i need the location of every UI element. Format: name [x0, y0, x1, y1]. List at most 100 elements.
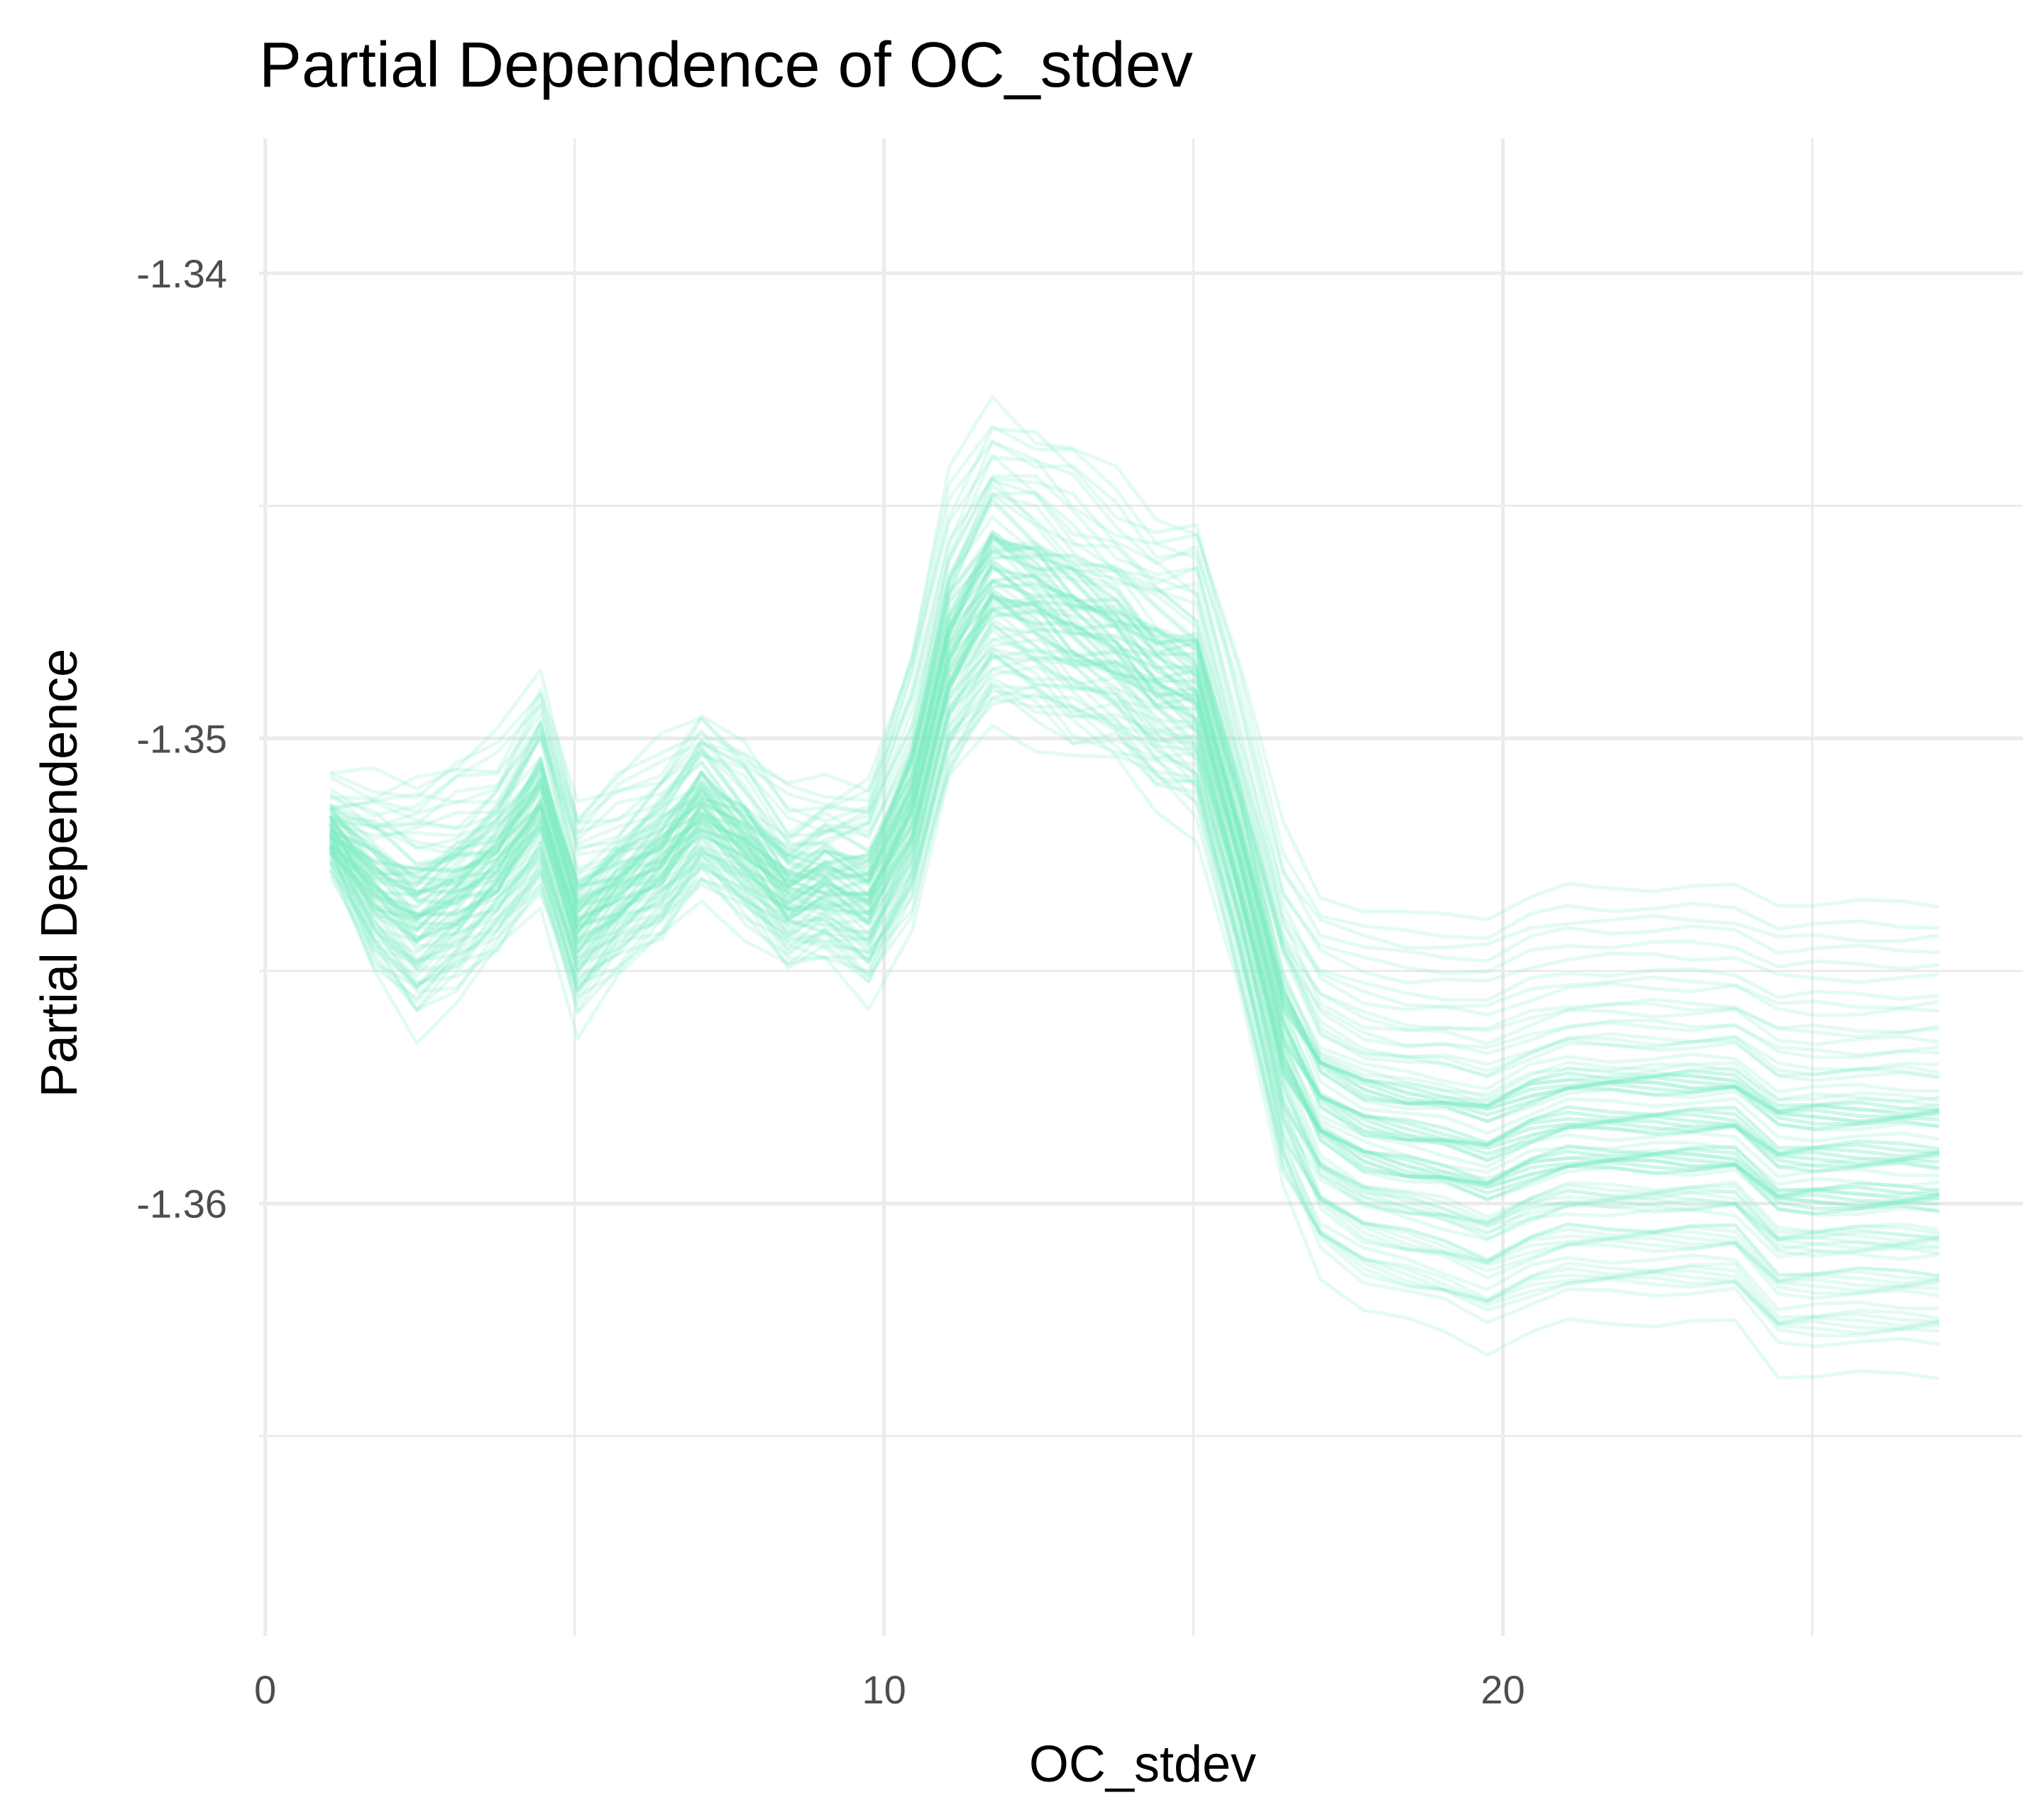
x-tick-label: 20	[1480, 1667, 1524, 1712]
series-line	[329, 544, 1940, 1104]
series-line	[329, 621, 1940, 1258]
series-line	[329, 625, 1940, 1251]
series-line	[329, 628, 1940, 1241]
series-line	[329, 566, 1940, 1166]
series-line	[329, 563, 1940, 1151]
series-line	[329, 496, 1940, 1077]
series-line	[329, 595, 1940, 1208]
series-line	[329, 647, 1940, 1251]
series-line	[329, 606, 1940, 1234]
series-line	[329, 530, 1940, 1126]
series-line	[329, 541, 1940, 1112]
series-line	[329, 684, 1940, 1335]
series-line	[329, 637, 1940, 1239]
series-line	[329, 539, 1940, 1124]
series-line	[329, 666, 1940, 1282]
series-line	[329, 654, 1940, 1293]
series-line	[329, 652, 1940, 1278]
y-axis-title: Partial Dependence	[31, 649, 88, 1097]
series-line	[329, 578, 1940, 1155]
series-line	[329, 608, 1940, 1201]
series-line	[329, 534, 1940, 1131]
series-line	[329, 681, 1940, 1320]
series-line	[329, 562, 1940, 1173]
series-line	[329, 533, 1940, 1131]
series-line	[329, 550, 1940, 1112]
series-line	[329, 581, 1940, 1158]
series-line	[329, 568, 1940, 1166]
series-line	[329, 533, 1940, 1132]
x-tick-label: 0	[254, 1667, 276, 1712]
series-line	[330, 427, 1940, 950]
series-line	[329, 543, 1940, 1143]
series-line	[329, 676, 1940, 1338]
series-line	[329, 588, 1940, 1211]
series-line	[329, 573, 1940, 1161]
series-line	[329, 490, 1940, 1034]
series-line	[329, 600, 1940, 1189]
series-line	[329, 596, 1940, 1208]
series-line	[329, 538, 1940, 1094]
series-line	[329, 609, 1940, 1197]
series-line	[329, 608, 1940, 1197]
series-line	[329, 515, 1940, 1078]
series-line	[329, 454, 1940, 1017]
series-line	[329, 588, 1940, 1211]
series-line	[329, 565, 1940, 1151]
series-line	[328, 693, 1940, 1328]
series-line	[329, 536, 1940, 1124]
grid-layer	[259, 138, 2023, 1636]
series-line	[329, 656, 1940, 1288]
lines-layer	[328, 395, 1940, 1380]
series-line	[329, 559, 1940, 1168]
series-line	[329, 628, 1940, 1246]
series-line	[329, 476, 1940, 1046]
series-line	[329, 395, 1940, 922]
series-line	[329, 592, 1940, 1216]
series-line	[329, 647, 1940, 1261]
series-line	[329, 637, 1940, 1243]
series-line	[330, 483, 1940, 1060]
series-line	[329, 684, 1940, 1330]
series-line	[329, 596, 1940, 1197]
series-line	[329, 578, 1940, 1169]
series-line	[329, 665, 1940, 1285]
series-line	[329, 594, 1940, 1208]
series-line	[329, 531, 1940, 1102]
series-line	[328, 723, 1940, 1380]
series-line	[329, 651, 1940, 1300]
series-line	[329, 474, 1940, 1010]
series-line	[329, 564, 1940, 1173]
series-line	[329, 647, 1940, 1295]
series-line	[329, 684, 1940, 1349]
x-tick-label: 10	[862, 1667, 906, 1712]
y-tick-labels: -1.34 -1.35 -1.36	[136, 251, 227, 1226]
x-axis-title: OC_stdev	[1029, 1736, 1256, 1793]
series-line	[329, 593, 1940, 1193]
series-line	[329, 654, 1940, 1278]
series-line	[329, 529, 1940, 1126]
series-line	[329, 622, 1940, 1236]
series-line	[329, 555, 1940, 1116]
series-line	[329, 600, 1940, 1203]
chart-title: Partial Dependence of OC_stdev	[259, 30, 1193, 101]
series-line	[329, 533, 1940, 1109]
series-line	[329, 559, 1940, 1168]
series-line	[329, 583, 1940, 1158]
y-tick-label: -1.34	[136, 251, 227, 296]
series-line	[329, 573, 1940, 1161]
series-line	[329, 554, 1940, 1116]
series-line	[329, 478, 1940, 1039]
y-tick-label: -1.35	[136, 716, 227, 761]
series-line	[329, 592, 1940, 1217]
series-line	[329, 594, 1940, 1193]
series-line	[329, 439, 1940, 985]
x-tick-labels: 0 10 20	[254, 1667, 1525, 1712]
series-line	[329, 439, 1940, 963]
series-line	[329, 617, 1940, 1253]
series-line	[329, 493, 1940, 1072]
series-line	[329, 500, 1940, 1082]
series-line	[329, 579, 1940, 1155]
